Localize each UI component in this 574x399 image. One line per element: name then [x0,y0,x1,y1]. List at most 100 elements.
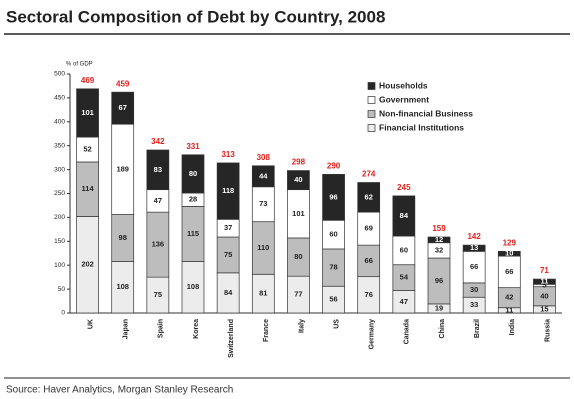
segment-label: 67 [119,103,127,112]
segment-label: 77 [294,290,302,299]
segment-label: 47 [400,297,408,306]
y-tick-label: 0 [61,310,65,317]
bar-segment [76,88,99,138]
y-tick-label: 450 [54,95,65,102]
x-tick-label: China [439,319,446,339]
segment-label: 101 [81,108,94,117]
total-label: 298 [292,158,306,167]
y-tick-label: 300 [54,166,65,173]
legend-label: Non-financial Business [379,108,473,118]
segment-label: 44 [259,171,268,180]
segment-label: 202 [81,260,94,269]
segment-label: 10 [505,249,513,258]
segment-label: 40 [294,175,302,184]
segment-label: 11 [540,277,548,286]
segment-label: 75 [154,290,162,299]
y-tick-label: 150 [54,238,65,245]
x-tick-label: Russia [544,319,551,342]
total-label: 342 [151,137,165,146]
segment-label: 5 [542,280,546,289]
segment-label: 56 [329,295,337,304]
y-tick-label: 100 [54,262,65,269]
segment-label: 189 [116,164,129,173]
x-tick-label: Italy [298,319,305,333]
bar-segment [462,244,486,252]
segment-label: 40 [540,291,548,300]
segment-label: 75 [224,250,232,259]
total-label: 469 [81,76,95,85]
legend-swatch [367,110,376,118]
segment-label: 42 [505,293,513,302]
x-tick-label: India [509,319,516,335]
segment-label: 19 [435,303,443,312]
x-tick-label: Germany [369,319,376,349]
bar-segment [287,170,310,191]
bar-segment [216,162,240,220]
bar-segment [322,174,345,221]
total-label: 245 [397,183,411,192]
total-label: 459 [116,79,130,88]
segment-label: 83 [154,165,162,174]
bar-segment [497,250,521,257]
legend-label: Households [379,80,428,90]
segment-label: 15 [540,304,548,313]
total-label: 142 [467,232,481,241]
bar-segment [357,182,381,213]
segment-label: 69 [365,224,373,233]
total-label: 313 [221,150,235,159]
bar-segment [427,236,451,244]
x-tick-label: UK [87,319,94,329]
segment-label: 28 [189,195,197,204]
y-tick-label: 250 [54,190,65,197]
total-label: 71 [540,266,549,275]
y-tick-label: 500 [54,71,65,78]
total-label: 159 [432,224,446,233]
bar-segment [146,149,170,191]
x-tick-label: Spain [158,319,165,338]
segment-label: 136 [152,240,165,249]
segment-label: 73 [259,199,267,208]
segment-label: 108 [187,282,200,291]
bar-segment [111,91,135,125]
total-label: 331 [186,142,200,151]
segment-label: 80 [294,252,302,261]
segment-label: 13 [470,243,478,252]
segment-label: 62 [365,192,373,201]
bar-segment [181,154,205,194]
segment-label: 96 [329,192,337,201]
y-tick-label: 400 [54,119,65,126]
total-label: 290 [327,161,341,170]
x-tick-label: US [333,319,340,329]
segment-label: 33 [470,300,478,309]
x-tick-label: France [263,319,270,342]
legend-label: Financial Institutions [379,122,464,132]
legend-swatch [367,124,376,132]
bar-segment [533,278,556,285]
legend-swatch [367,82,376,90]
segment-label: 12 [435,235,443,244]
total-label: 308 [257,153,271,162]
segment-label: 81 [259,289,267,298]
segment-label: 60 [329,230,337,239]
segment-label: 66 [365,256,373,265]
y-axis-label: % of GDP [66,62,93,68]
y-tick-label: 50 [58,286,66,293]
segment-label: 32 [435,245,443,254]
segment-label: 84 [400,211,409,220]
x-tick-label: Switzerland [228,319,235,358]
segment-label: 30 [470,285,478,294]
segment-label: 118 [222,186,234,195]
x-tick-label: Japan [123,319,130,339]
y-tick-label: 350 [54,142,65,149]
segment-label: 37 [224,223,232,232]
segment-label: 66 [470,262,478,271]
total-label: 274 [362,170,376,179]
segment-label: 60 [400,245,408,254]
segment-label: 84 [224,288,233,297]
bar-segment [251,165,275,188]
segment-label: 76 [365,290,373,299]
x-tick-label: Korea [193,319,200,339]
x-tick-label: Brazil [474,319,481,338]
x-tick-label: Canada [404,319,411,344]
